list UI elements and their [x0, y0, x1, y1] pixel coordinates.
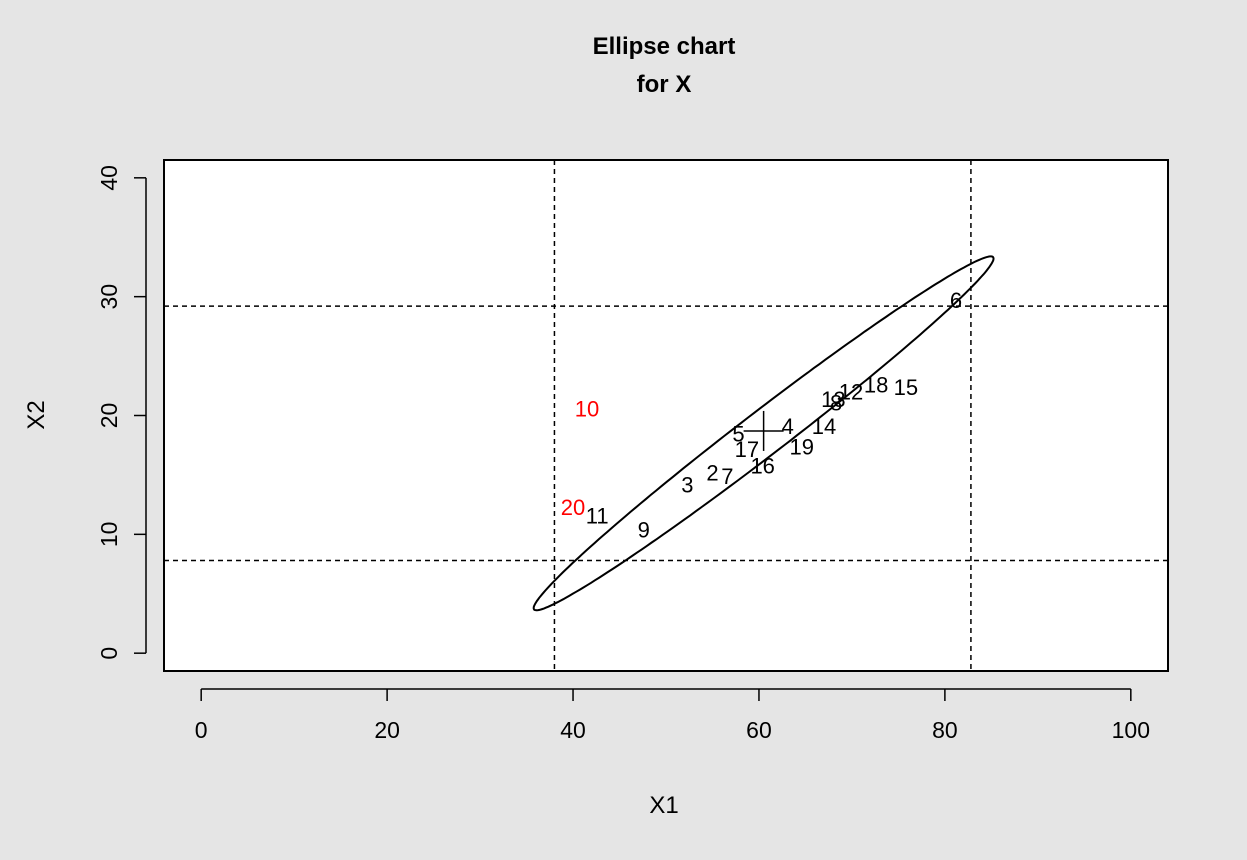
point-label: 13 [821, 387, 845, 412]
point-label: 3 [681, 472, 693, 497]
point-label: 9 [638, 518, 650, 543]
point-label: 6 [950, 288, 962, 313]
point-label: 20 [561, 495, 585, 520]
y-tick-label: 40 [96, 165, 122, 191]
point-label: 18 [864, 373, 888, 398]
y-axis: 0 10 20 30 40 [96, 165, 147, 660]
x-tick-label: 40 [560, 717, 586, 743]
point-label: 16 [750, 453, 774, 478]
point-label: 10 [575, 396, 599, 421]
chart-title-line-2: for X [637, 71, 692, 98]
x-tick-label: 20 [374, 717, 400, 743]
point-label: 5 [732, 421, 744, 446]
y-tick-label: 10 [96, 522, 122, 548]
control-limit-lines [164, 160, 1168, 671]
x-tick-label: 100 [1112, 717, 1150, 743]
center-marker [743, 410, 784, 451]
y-tick-label: 0 [96, 647, 122, 660]
point-label: 2 [706, 461, 718, 486]
control-ellipse [532, 255, 995, 612]
x-tick-label: 80 [932, 717, 958, 743]
point-label: 7 [721, 464, 733, 489]
point-label: 11 [586, 503, 609, 528]
point-label: 15 [894, 375, 918, 400]
point-label: 4 [782, 414, 794, 439]
point-label: 12 [839, 380, 863, 405]
point-label: 17 [735, 437, 759, 462]
chart-title-line-1: Ellipse chart [593, 33, 736, 60]
x-tick-label: 0 [195, 717, 208, 743]
y-tick-label: 20 [96, 403, 122, 429]
point-label: 14 [812, 414, 836, 439]
point-label: 8 [830, 390, 842, 415]
y-axis-title: X2 [23, 400, 50, 429]
point-label: 19 [789, 434, 813, 459]
plot-area [164, 160, 1168, 671]
x-axis: 0 20 40 60 80 100 [195, 688, 1150, 743]
x-axis-title: X1 [649, 792, 678, 819]
y-tick-label: 30 [96, 284, 122, 310]
plot-frame [163, 159, 1169, 672]
x-tick-label: 60 [746, 717, 772, 743]
